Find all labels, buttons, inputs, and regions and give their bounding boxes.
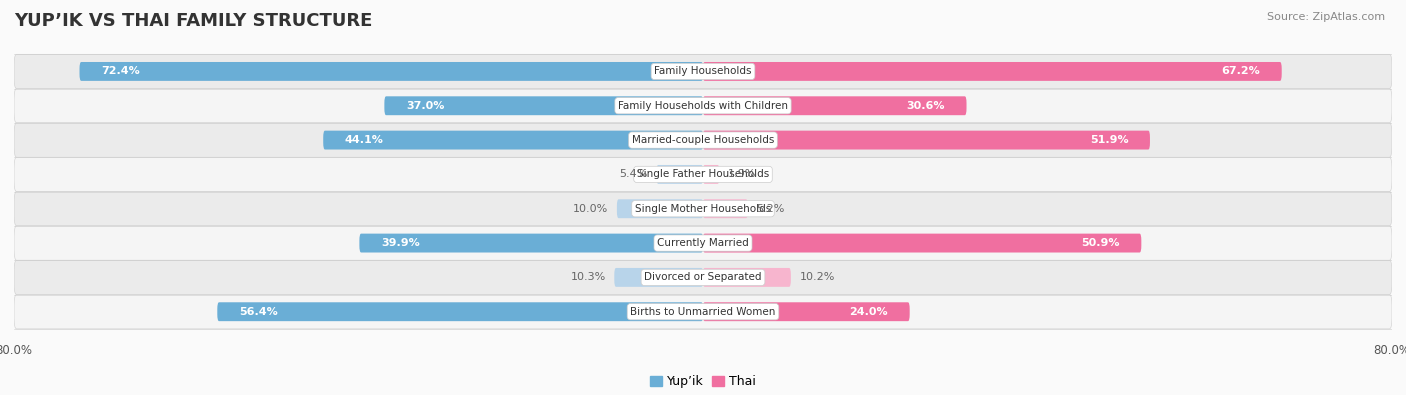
Text: Births to Unmarried Women: Births to Unmarried Women <box>630 307 776 317</box>
FancyBboxPatch shape <box>14 123 1392 157</box>
FancyBboxPatch shape <box>14 295 1392 329</box>
FancyBboxPatch shape <box>703 96 966 115</box>
FancyBboxPatch shape <box>14 88 1392 123</box>
Text: 50.9%: 50.9% <box>1081 238 1119 248</box>
FancyBboxPatch shape <box>218 302 703 321</box>
Text: 10.2%: 10.2% <box>800 273 835 282</box>
Text: 5.4%: 5.4% <box>620 169 648 179</box>
FancyBboxPatch shape <box>384 96 703 115</box>
FancyBboxPatch shape <box>657 165 703 184</box>
Text: Source: ZipAtlas.com: Source: ZipAtlas.com <box>1267 12 1385 22</box>
Text: 39.9%: 39.9% <box>381 238 419 248</box>
FancyBboxPatch shape <box>614 268 703 287</box>
FancyBboxPatch shape <box>703 199 748 218</box>
FancyBboxPatch shape <box>14 226 1392 260</box>
FancyBboxPatch shape <box>703 268 790 287</box>
Text: 56.4%: 56.4% <box>239 307 277 317</box>
FancyBboxPatch shape <box>703 233 1142 252</box>
FancyBboxPatch shape <box>703 165 720 184</box>
Text: 30.6%: 30.6% <box>907 101 945 111</box>
Text: 51.9%: 51.9% <box>1090 135 1129 145</box>
FancyBboxPatch shape <box>703 302 910 321</box>
Text: Divorced or Separated: Divorced or Separated <box>644 273 762 282</box>
Text: Family Households with Children: Family Households with Children <box>619 101 787 111</box>
FancyBboxPatch shape <box>703 131 1150 150</box>
FancyBboxPatch shape <box>323 131 703 150</box>
Text: Currently Married: Currently Married <box>657 238 749 248</box>
Text: Single Father Households: Single Father Households <box>637 169 769 179</box>
Legend: Yup’ik, Thai: Yup’ik, Thai <box>645 370 761 393</box>
FancyBboxPatch shape <box>14 192 1392 226</box>
Text: 72.4%: 72.4% <box>101 66 139 76</box>
Text: Family Households: Family Households <box>654 66 752 76</box>
Text: 44.1%: 44.1% <box>344 135 384 145</box>
FancyBboxPatch shape <box>360 233 703 252</box>
FancyBboxPatch shape <box>617 199 703 218</box>
Text: 67.2%: 67.2% <box>1222 66 1260 76</box>
Text: 5.2%: 5.2% <box>756 204 785 214</box>
FancyBboxPatch shape <box>14 260 1392 295</box>
Text: 37.0%: 37.0% <box>406 101 444 111</box>
FancyBboxPatch shape <box>14 157 1392 192</box>
Text: 10.0%: 10.0% <box>574 204 609 214</box>
FancyBboxPatch shape <box>703 62 1282 81</box>
Text: Married-couple Households: Married-couple Households <box>631 135 775 145</box>
FancyBboxPatch shape <box>14 54 1392 88</box>
Text: Single Mother Households: Single Mother Households <box>636 204 770 214</box>
Text: 24.0%: 24.0% <box>849 307 889 317</box>
FancyBboxPatch shape <box>80 62 703 81</box>
Text: 10.3%: 10.3% <box>571 273 606 282</box>
Text: 1.9%: 1.9% <box>728 169 756 179</box>
Text: YUP’IK VS THAI FAMILY STRUCTURE: YUP’IK VS THAI FAMILY STRUCTURE <box>14 12 373 30</box>
